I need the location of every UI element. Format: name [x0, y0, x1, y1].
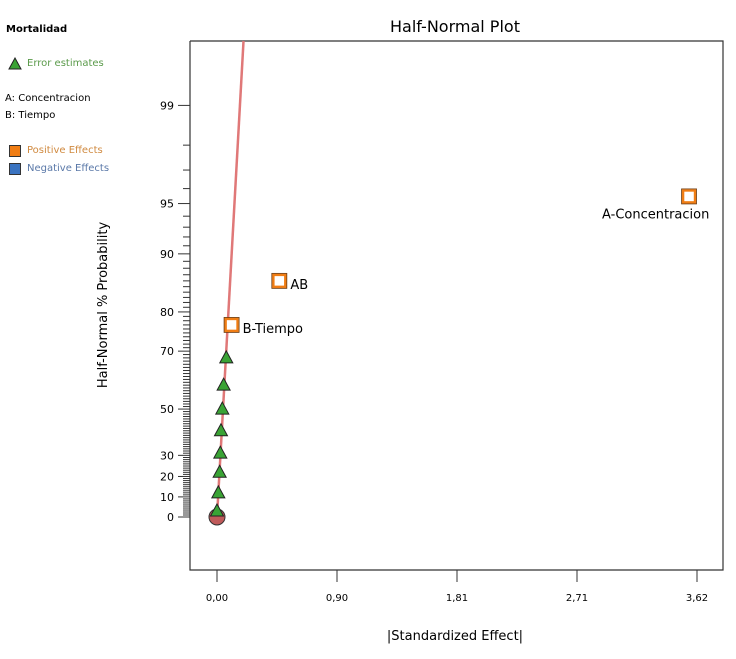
error-estimate-point [212, 464, 227, 478]
effect-point-outline [271, 272, 288, 289]
y-tick-label: 80 [160, 306, 174, 319]
x-tick-label: 0,00 [206, 593, 228, 604]
error-estimate-point [216, 377, 231, 391]
response-name: Mortalidad [6, 24, 68, 35]
y-axis-label: Half-Normal % Probability [96, 222, 111, 389]
legend-factor-b: B: Tiempo [5, 110, 56, 121]
x-tick-label: 3,62 [686, 593, 708, 604]
effect-point-outline [681, 188, 697, 205]
effect-point [272, 273, 287, 289]
effect-point [224, 317, 239, 333]
y-tick-label: 10 [160, 491, 174, 504]
error-estimate-point [213, 422, 229, 437]
effect-point-outline [223, 317, 240, 333]
y-tick-label: 0 [167, 511, 174, 524]
effect-label: AB [290, 278, 308, 293]
x-tick-label: 2,71 [566, 593, 588, 604]
y-tick-label: 90 [160, 248, 174, 261]
positive-swatch-icon [9, 145, 21, 157]
error-estimate-point [209, 502, 225, 517]
x-tick-label: 1,81 [446, 593, 468, 604]
error-estimate-point [212, 445, 228, 459]
plot-frame [189, 40, 724, 571]
y-tick-label: 70 [160, 345, 174, 358]
error-estimate-point [214, 401, 230, 415]
negative-swatch-icon [9, 163, 21, 175]
legend-positive-effects: Positive Effects [27, 145, 103, 156]
legend-negative-effects: Negative Effects [27, 163, 110, 174]
error-estimate-point [210, 484, 226, 499]
y-tick-label: 99 [160, 99, 174, 112]
error-estimate-point [218, 349, 234, 364]
effect-label: B-Tiempo [243, 322, 303, 337]
error-triangle-icon [8, 57, 22, 70]
effect-point [681, 189, 697, 204]
y-tick-label: 50 [160, 403, 174, 416]
legend-error-estimates: Error estimates [27, 58, 104, 69]
reference-line [215, 40, 245, 518]
x-axis-label: |Standardized Effect| [387, 629, 523, 644]
y-tick-label: 20 [160, 470, 174, 483]
chart-title: Half-Normal Plot [390, 17, 520, 36]
effect-label: A-Concentracion [602, 207, 709, 222]
x-tick-label: 0,90 [326, 593, 348, 604]
y-tick-label: 30 [160, 449, 174, 462]
legend-factor-a: A: Concentracion [5, 93, 91, 104]
y-tick-label: 95 [160, 198, 174, 211]
